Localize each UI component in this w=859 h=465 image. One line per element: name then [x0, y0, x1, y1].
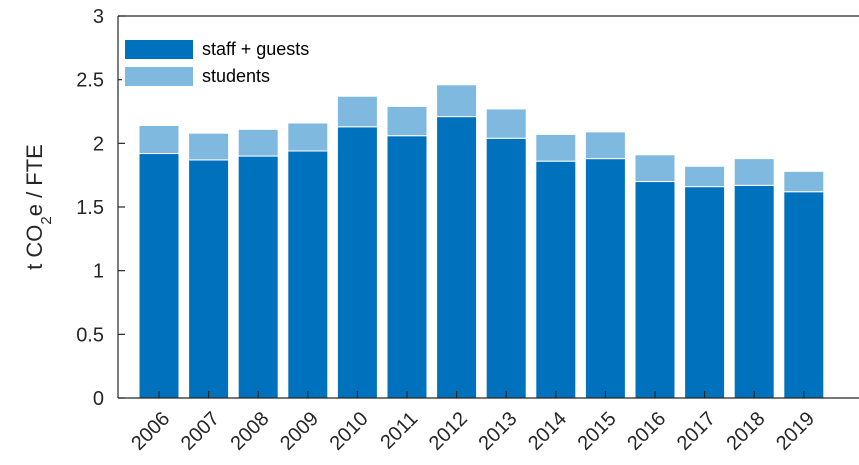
legend-swatch	[125, 67, 193, 86]
x-tick-label: 2012	[425, 408, 472, 455]
x-tick-label: 2006	[127, 408, 174, 455]
legend-label: staff + guests	[202, 39, 309, 59]
bar-staff-guests-2011	[386, 135, 428, 399]
bar-students-2015	[584, 131, 626, 160]
bar-students-2013	[485, 108, 527, 139]
legend-swatch	[125, 40, 193, 59]
x-tick-label: 2010	[326, 408, 373, 455]
x-tick-label: 2011	[376, 408, 422, 454]
y-axis-label-subscript: 2	[38, 216, 55, 224]
bar-students-2016	[634, 154, 676, 183]
bar-staff-guests-2015	[584, 158, 626, 399]
bar-staff-guests-2012	[436, 116, 478, 399]
bar-students-2008	[237, 128, 279, 157]
x-tick-label: 2013	[474, 408, 521, 455]
x-tick-label: 2018	[722, 408, 769, 455]
bar-staff-guests-2014	[535, 160, 577, 399]
bar-students-2014	[535, 133, 577, 162]
x-ticks-group: 2006 2007 2008 2009 2010 2011 2012 2013 2014 2015…	[127, 391, 819, 455]
bar-students-2006	[138, 125, 180, 155]
x-tick-label: 2007	[177, 408, 224, 455]
bar-staff-guests-2017	[684, 186, 726, 399]
y-tick-label: 2	[93, 133, 104, 155]
bar-staff-guests-2018	[733, 184, 775, 399]
bar-students-2018	[733, 158, 775, 186]
bar-students-2019	[783, 170, 825, 193]
bar-staff-guests-2009	[287, 150, 329, 399]
bar-students-2017	[684, 165, 726, 188]
bar-staff-guests-2010	[336, 126, 378, 399]
legend: staff + guests students	[122, 33, 325, 91]
y-tick-label: 0.5	[76, 324, 104, 346]
bar-staff-guests-2013	[485, 137, 527, 399]
x-tick-label: 2017	[673, 408, 720, 455]
y-tick-label: 0	[93, 388, 104, 410]
bar-students-2011	[386, 105, 428, 137]
bar-students-2010	[336, 95, 378, 128]
x-tick-label: 2008	[226, 408, 273, 455]
x-tick-label: 2014	[524, 408, 571, 455]
bars-group	[138, 84, 825, 399]
bar-students-2012	[436, 84, 478, 118]
bar-staff-guests-2019	[783, 191, 825, 399]
x-tick-label: 2019	[772, 408, 819, 455]
bar-staff-guests-2016	[634, 181, 676, 399]
bar-staff-guests-2007	[188, 159, 230, 399]
y-ticks-group: 0 0.5 1 1.5 2 2.5 3	[76, 6, 125, 410]
bar-staff-guests-2006	[138, 153, 180, 399]
y-axis-label: t CO2e / FTE	[22, 144, 55, 270]
y-tick-label: 1	[93, 261, 104, 283]
bar-students-2007	[188, 132, 230, 161]
y-tick-label: 1.5	[76, 197, 104, 219]
y-tick-label: 3	[93, 6, 104, 28]
x-tick-label: 2015	[574, 408, 621, 455]
bar-students-2009	[287, 122, 329, 152]
legend-label: students	[202, 66, 270, 86]
x-tick-label: 2009	[276, 408, 323, 455]
x-tick-label: 2016	[623, 408, 670, 455]
y-tick-label: 2.5	[76, 70, 104, 92]
bar-staff-guests-2008	[237, 155, 279, 399]
